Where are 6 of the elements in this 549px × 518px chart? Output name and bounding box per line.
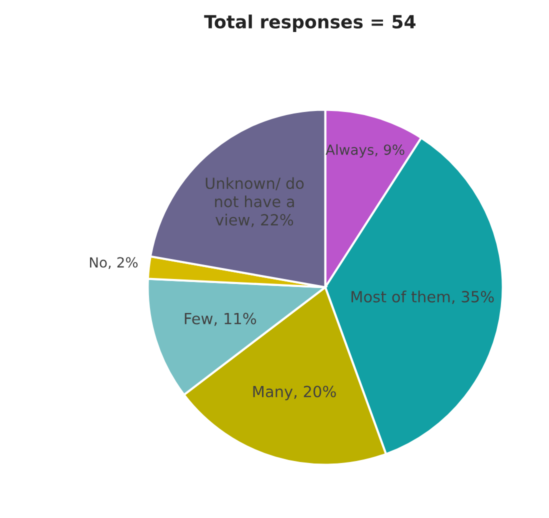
slice-label: Few, 11% bbox=[184, 312, 256, 326]
slice-label: Unknown/ do not have a view, 22% bbox=[206, 177, 304, 228]
chart-title: Total responses = 54 bbox=[204, 14, 416, 32]
slice-label: No, 2% bbox=[90, 257, 138, 270]
slice-label: Many, 20% bbox=[253, 386, 336, 400]
slice-label: Most of them, 35% bbox=[352, 290, 494, 304]
